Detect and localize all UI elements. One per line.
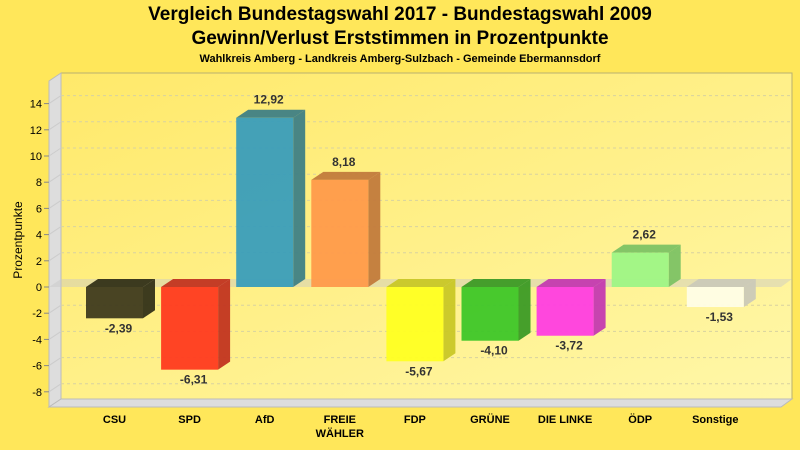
y-tick-label: -2 <box>32 308 42 320</box>
gridline-side <box>48 330 62 340</box>
y-axis-ticks: -8 -6 -4 -2 0 2 4 6 8 10 12 14 <box>30 99 49 399</box>
gridline-side <box>48 252 62 262</box>
bar-front-face <box>311 179 369 287</box>
chart-subtitle: Gewinn/Verlust Erststimmen in Prozentpun… <box>191 28 609 49</box>
chart-region-subtitle: Wahlkreis Amberg - Landkreis Amberg-Sulz… <box>199 53 601 65</box>
bar-value-label: -5,67 <box>405 364 433 378</box>
gridline-side <box>48 383 62 393</box>
bar-top-face <box>311 171 381 180</box>
bar-csu: -2,39 <box>86 279 155 335</box>
bar-front-face <box>461 287 519 341</box>
bar-side-face <box>743 279 756 308</box>
bar-top-face <box>86 279 155 287</box>
bar-afd: 12,92 <box>236 93 306 287</box>
bar-side-face <box>368 171 381 287</box>
gridline-side <box>48 357 62 367</box>
bar-side-face <box>593 279 606 336</box>
floor <box>47 398 794 408</box>
x-tick-label: Sonstige <box>692 414 738 426</box>
y-tick-label: -4 <box>32 334 42 346</box>
bar-top-face <box>611 244 681 253</box>
x-tick-label: FDP <box>404 414 426 426</box>
gridline-side <box>48 173 62 183</box>
bar-side-face <box>443 279 456 362</box>
bar-side-face <box>518 279 531 341</box>
x-tick-label: ÖDP <box>628 413 652 426</box>
bar-top-face <box>686 279 756 287</box>
bar-front-face <box>386 287 444 362</box>
bar-top-face <box>461 279 531 287</box>
bar-top-face <box>161 279 231 287</box>
y-tick-label: 2 <box>36 256 42 268</box>
gridline-side <box>48 95 62 105</box>
y-tick-label: -6 <box>32 361 42 373</box>
gridline-side <box>48 121 62 131</box>
y-axis-label: Prozentpunkte <box>11 201 25 279</box>
bar-front-face <box>536 287 594 336</box>
y-tick-label: 10 <box>30 151 42 163</box>
bar-grüne: -4,10 <box>461 279 531 358</box>
bar-side-face <box>668 244 681 287</box>
gridline-side <box>48 147 62 157</box>
bar-side-face <box>218 279 231 370</box>
x-tick-label: DIE LINKE <box>538 414 592 426</box>
bar-spd: -6,31 <box>161 279 231 387</box>
bar-top-face <box>236 109 306 118</box>
x-tick-label: AfD <box>255 414 275 426</box>
x-tick-label: CSU <box>103 414 126 426</box>
x-tick-label: FREIE <box>324 414 356 426</box>
x-tick-label: WÄHLER <box>316 427 364 440</box>
bar-die-linke: -3,72 <box>536 279 606 353</box>
bar-ödp: 2,62 <box>611 228 681 287</box>
y-tick-label: 8 <box>36 177 42 189</box>
bar-top-face <box>536 279 606 287</box>
bars: -2,39 -6,31 12,92 8,18 -5,67 -4,10 -3,72 2,62 -1… <box>86 93 756 387</box>
y-tick-label: 0 <box>36 282 42 294</box>
bar-front-face <box>86 287 143 319</box>
bar-freie-wähler: 8,18 <box>311 155 381 287</box>
y-tick-label: 14 <box>30 99 42 111</box>
bar-fdp: -5,67 <box>386 279 456 378</box>
bar-value-label: -2,39 <box>105 321 133 335</box>
bar-value-label: -6,31 <box>180 373 208 387</box>
bar-front-face <box>161 287 219 370</box>
bar-side-face <box>293 109 306 287</box>
y-tick-label: 4 <box>36 230 42 242</box>
chart-title: Vergleich Bundestagswahl 2017 - Bundesta… <box>148 4 652 25</box>
gridline-side <box>48 199 62 209</box>
bar-sonstige: -1,53 <box>686 279 756 324</box>
bar-front-face <box>236 117 294 287</box>
bar-value-label: 2,62 <box>633 228 657 242</box>
y-tick-label: 12 <box>30 125 42 137</box>
bar-value-label: -3,72 <box>555 339 583 353</box>
x-tick-label: SPD <box>178 414 201 426</box>
bar-value-label: 8,18 <box>332 155 356 169</box>
y-tick-label: 6 <box>36 203 42 215</box>
bar-value-label: -1,53 <box>706 310 734 324</box>
bar-top-face <box>386 279 456 287</box>
bar-side-face <box>143 279 155 319</box>
gridline-side <box>48 226 62 236</box>
bar-value-label: 12,92 <box>254 93 284 107</box>
bar-front-face <box>611 252 669 287</box>
y-tick-label: -8 <box>32 387 42 399</box>
bar-front-face <box>686 287 744 308</box>
x-tick-label: GRÜNE <box>470 413 510 426</box>
bar-value-label: -4,10 <box>480 344 508 358</box>
gridline-side <box>48 304 62 314</box>
